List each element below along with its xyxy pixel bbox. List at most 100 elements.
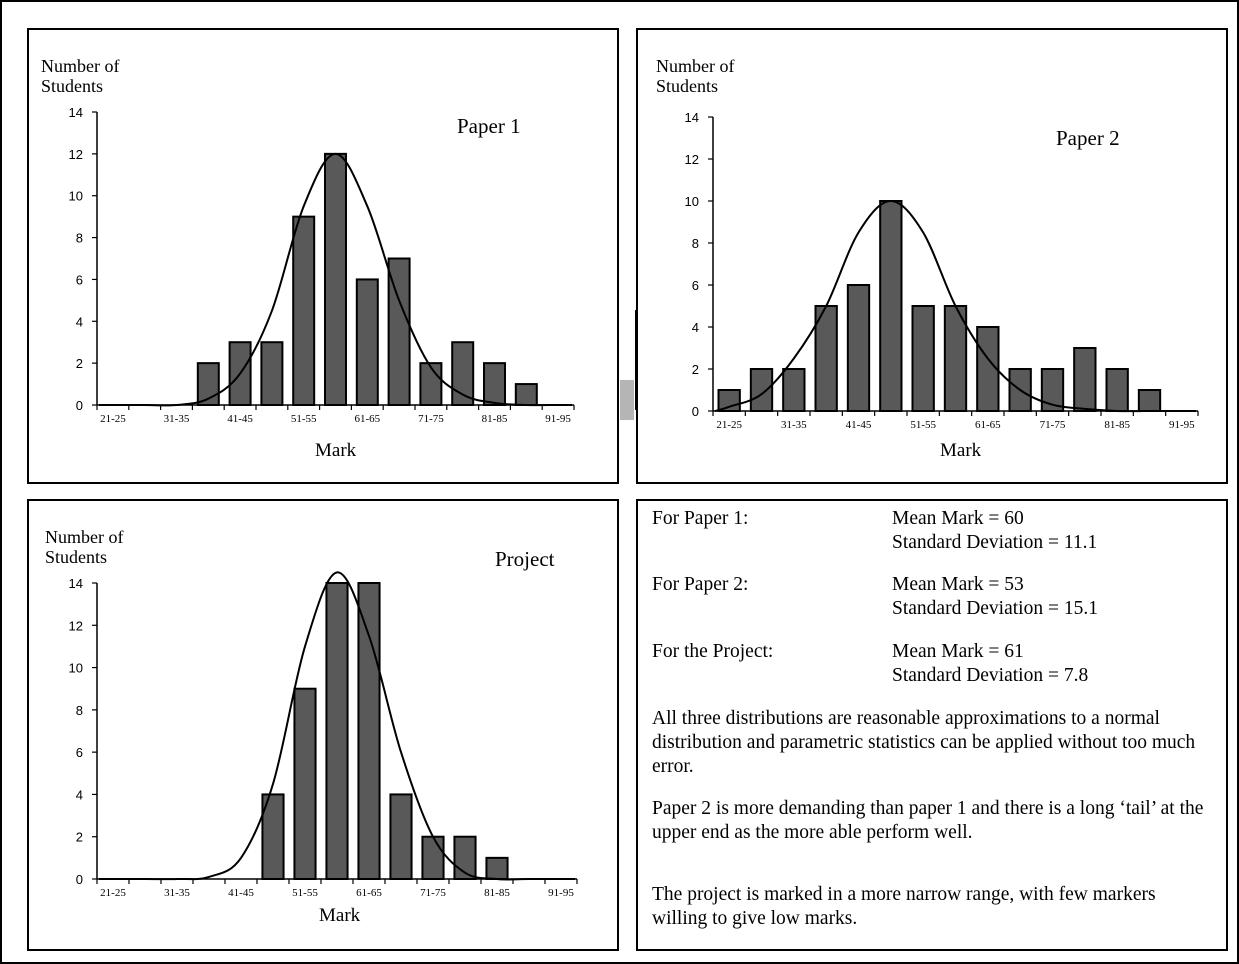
bar bbox=[324, 152, 347, 406]
x-tick-label: 71-75 bbox=[420, 887, 446, 899]
chart-panel-paper2: Number of Students Paper 2 0 2 4 6 8 10 12 14 21… bbox=[636, 28, 1228, 484]
y-axis-label-line2: Students bbox=[656, 76, 719, 96]
y-tick-label: 8 bbox=[76, 703, 83, 718]
chart-svg: 0 2 4 6 8 10 12 14 21-25 31-35 41-45 51-55 61-65 71-7… bbox=[685, 110, 1199, 431]
y-tick-label: 4 bbox=[692, 320, 699, 335]
bar bbox=[355, 278, 379, 406]
bar bbox=[196, 362, 220, 406]
x-tick-label: 51-55 bbox=[291, 413, 317, 425]
normal-curve bbox=[99, 152, 572, 407]
x-tick-label: 41-45 bbox=[227, 413, 253, 425]
bar bbox=[1040, 368, 1065, 412]
x-tick-label: 81-85 bbox=[1104, 419, 1130, 431]
bar bbox=[1105, 368, 1129, 412]
x-axis-label: Mark bbox=[940, 440, 982, 461]
bar bbox=[261, 793, 285, 880]
y-tick-label: 12 bbox=[685, 152, 699, 167]
x-tick-label: 91-95 bbox=[545, 413, 571, 425]
bar bbox=[782, 368, 806, 412]
stats-sd: Standard Deviation = 11.1 bbox=[892, 532, 1098, 553]
y-tick-label: 2 bbox=[76, 356, 83, 371]
stats-sd: Standard Deviation = 7.8 bbox=[892, 665, 1089, 686]
x-tick-label: 21-25 bbox=[100, 887, 126, 899]
bar bbox=[483, 362, 506, 406]
bar bbox=[514, 383, 538, 407]
x-tick-label: 71-75 bbox=[1040, 419, 1066, 431]
divider-line bbox=[635, 310, 637, 410]
x-tick-label: 81-85 bbox=[484, 887, 510, 899]
y-tick-label: 6 bbox=[692, 278, 699, 293]
y-axis-label-line1: Number of bbox=[41, 56, 120, 76]
x-axis-label: Mark bbox=[319, 905, 361, 926]
paragraph-distributions: All three distributions are reasonable a… bbox=[652, 708, 1196, 777]
y-tick-label: 10 bbox=[685, 194, 699, 209]
bar bbox=[325, 582, 349, 880]
chart-panel-paper1: Number of Students Paper 1 0 2 4 6 8 10 12 14 21… bbox=[27, 28, 619, 484]
y-tick-label: 0 bbox=[692, 404, 699, 419]
y-tick-label: 14 bbox=[69, 576, 83, 591]
y-tick-label: 8 bbox=[692, 236, 699, 251]
y-tick-label: 4 bbox=[76, 787, 83, 802]
x-tick-label: 71-75 bbox=[418, 413, 444, 425]
stats-mean: Mean Mark = 60 bbox=[892, 508, 1024, 529]
y-tick-label: 0 bbox=[76, 872, 83, 887]
bar bbox=[421, 835, 445, 881]
bar bbox=[749, 368, 774, 412]
bar bbox=[357, 582, 381, 880]
bar bbox=[292, 215, 316, 406]
paragraph-paper2: Paper 2 is more demanding than paper 1 a… bbox=[652, 798, 1204, 843]
y-axis-label-line2: Students bbox=[45, 547, 108, 567]
x-tick-label: 31-35 bbox=[164, 413, 190, 425]
y-axis-label: Number of Students bbox=[41, 56, 119, 96]
gray-marker bbox=[620, 380, 634, 420]
chart-title: Project bbox=[495, 547, 555, 571]
y-tick-label: 6 bbox=[76, 745, 83, 760]
stats-label: For Paper 2: bbox=[652, 574, 749, 595]
stats-label: For Paper 1: bbox=[652, 508, 749, 529]
bar bbox=[387, 257, 411, 406]
bar bbox=[1073, 347, 1097, 412]
y-axis-label: Number of Students bbox=[656, 56, 734, 96]
x-tick-label: 81-85 bbox=[482, 413, 508, 425]
y-axis-label-line1: Number of bbox=[45, 527, 124, 547]
paragraph-project: The project is marked in a more narrow r… bbox=[652, 884, 1156, 929]
y-tick-label: 12 bbox=[69, 147, 83, 162]
bar bbox=[389, 793, 413, 880]
chart-title: Paper 2 bbox=[1056, 126, 1120, 150]
bar bbox=[293, 687, 317, 880]
chart-svg: 0 2 4 6 8 10 12 14 21-25 31-35 41-45 51-55 61-65 71-7… bbox=[69, 105, 575, 425]
x-tick-label: 61-65 bbox=[354, 413, 380, 425]
y-tick-label: 10 bbox=[69, 189, 83, 204]
chart-svg: 0 2 4 6 8 10 12 14 21-25 31-35 41-45 51-55 61-65 71-7… bbox=[69, 571, 578, 899]
x-tick-label: 41-45 bbox=[228, 887, 254, 899]
bar bbox=[485, 856, 509, 881]
y-tick-label: 14 bbox=[69, 105, 83, 120]
bar bbox=[846, 284, 871, 412]
y-axis-label-line1: Number of bbox=[656, 56, 735, 76]
bar bbox=[976, 326, 1000, 412]
y-tick-label: 12 bbox=[69, 618, 83, 633]
x-tick-label: 51-55 bbox=[292, 887, 318, 899]
bar bbox=[260, 341, 284, 407]
y-tick-label: 0 bbox=[76, 398, 83, 413]
y-tick-label: 2 bbox=[692, 362, 699, 377]
x-tick-label: 51-55 bbox=[910, 419, 936, 431]
y-tick-label: 2 bbox=[76, 830, 83, 845]
bar bbox=[879, 200, 903, 412]
y-tick-label: 6 bbox=[76, 272, 83, 287]
normal-curve bbox=[714, 199, 1196, 413]
y-tick-label: 14 bbox=[685, 110, 699, 125]
normal-curve bbox=[98, 571, 575, 881]
bar bbox=[1137, 389, 1162, 412]
x-tick-label: 61-65 bbox=[975, 419, 1001, 431]
x-tick-label: 91-95 bbox=[1169, 419, 1195, 431]
x-tick-label: 21-25 bbox=[716, 419, 742, 431]
bar bbox=[419, 362, 443, 406]
bar bbox=[451, 341, 475, 407]
x-tick-label: 91-95 bbox=[548, 887, 574, 899]
x-tick-label: 61-65 bbox=[356, 887, 382, 899]
y-tick-label: 4 bbox=[76, 314, 83, 329]
x-tick-label: 31-35 bbox=[164, 887, 190, 899]
y-axis-label-line2: Students bbox=[41, 76, 104, 96]
